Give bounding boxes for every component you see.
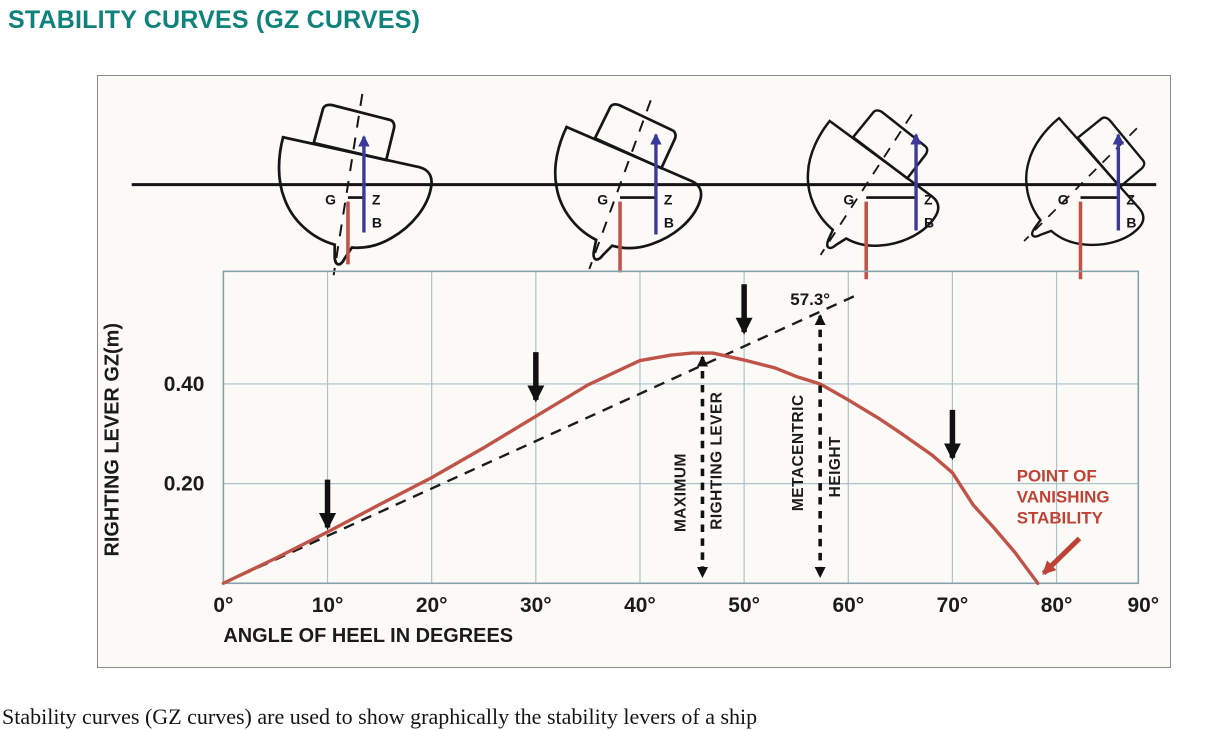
ship-superstructure xyxy=(311,101,398,162)
label-z: Z xyxy=(924,192,933,208)
x-tick-label: 90° xyxy=(1127,594,1159,617)
label-g: G xyxy=(1058,192,1069,208)
ship-centerline xyxy=(588,100,652,270)
ship-superstructure xyxy=(1073,111,1152,190)
y-tick-label: 0.20 xyxy=(164,473,205,496)
stability-figure: G Z B G Z B xyxy=(97,75,1171,668)
x-tick-label: 50° xyxy=(728,594,760,617)
y-tick-label: 0.40 xyxy=(164,373,205,396)
label-z: Z xyxy=(664,192,673,208)
ship-superstructure xyxy=(591,99,681,171)
vanishing-point-arrow-icon xyxy=(1041,536,1082,576)
ship-heel-30: G Z B xyxy=(525,99,710,288)
gz-chart: 57.3° MAXIMUM RIGHTING LEVER METACENTRIC HEI… xyxy=(102,270,1159,647)
label-g: G xyxy=(843,192,854,208)
y-axis-title: RIGHTING LEVER GZ(m) xyxy=(102,323,124,557)
x-tick-label: 40° xyxy=(624,594,656,617)
max-righting-lever-label: RIGHTING LEVER xyxy=(708,392,725,530)
label-z: Z xyxy=(1126,192,1135,208)
x-tick-label: 30° xyxy=(520,594,552,617)
label-b: B xyxy=(1126,214,1136,230)
label-g: G xyxy=(597,192,608,208)
plot-border xyxy=(222,270,1140,585)
metacentric-height-label: HEIGHT xyxy=(827,436,844,497)
vanishing-stability-label: STABILITY xyxy=(1017,508,1104,527)
x-tick-label: 80° xyxy=(1041,594,1073,617)
x-tick-label: 70° xyxy=(937,594,969,617)
ship-centerline xyxy=(819,113,913,256)
metacentric-height-label: METACENTRIC xyxy=(790,394,807,511)
figure-svg: G Z B G Z B xyxy=(102,93,1159,647)
vanishing-stability-label: VANISHING xyxy=(1017,488,1110,507)
ship-hull xyxy=(525,125,710,288)
slope-angle-label: 57.3° xyxy=(790,290,830,309)
gz-curve xyxy=(221,351,1040,585)
x-tick-label: 0° xyxy=(213,594,233,617)
x-tick-label: 10° xyxy=(312,594,344,617)
page-title: STABILITY CURVES (GZ CURVES) xyxy=(8,6,421,34)
ship-heel-50: G Z B xyxy=(769,105,949,289)
max-righting-lever-label: MAXIMUM xyxy=(673,453,690,532)
x-tick-label: 60° xyxy=(832,594,864,617)
label-b: B xyxy=(372,214,382,230)
ship-hull xyxy=(769,119,949,289)
ship-heel-70: G Z B xyxy=(985,111,1155,286)
body-paragraph: Stability curves (GZ curves) are used to… xyxy=(2,704,758,729)
label-g: G xyxy=(325,192,336,208)
x-axis-title: ANGLE OF HEEL IN DEGREES xyxy=(223,625,513,647)
label-b: B xyxy=(924,214,934,230)
ship-centerline xyxy=(332,93,364,276)
label-z: Z xyxy=(372,192,381,208)
initial-slope-line xyxy=(222,293,860,585)
x-tick-label: 20° xyxy=(416,594,448,617)
label-b: B xyxy=(664,214,674,230)
vanishing-stability-label: POINT OF xyxy=(1017,467,1097,486)
ship-heel-10: G Z B xyxy=(262,93,437,279)
ship-superstructure xyxy=(849,105,934,181)
